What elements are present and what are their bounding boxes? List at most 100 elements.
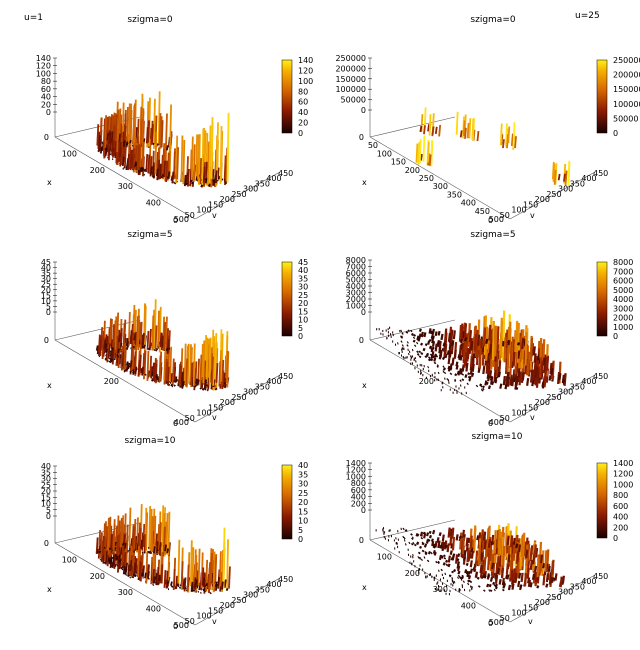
z-tick-label: 600: [351, 486, 366, 495]
surface-spike: [443, 554, 446, 558]
surface-spike: [488, 343, 492, 355]
v-tick-label: 100: [196, 409, 211, 418]
surface-spike: [502, 375, 506, 386]
surface-spike: [472, 353, 476, 361]
surface-spike: [205, 161, 208, 179]
x-tick-label: 0: [44, 539, 49, 548]
surface-spike: [484, 539, 488, 559]
surface-spike: [200, 184, 204, 188]
z-tick-label: 5: [46, 506, 51, 515]
surface-spike: [416, 336, 420, 341]
surface-spike: [499, 383, 503, 389]
surface-spike: [127, 154, 130, 171]
colorbar-tick-label: 30: [298, 480, 308, 489]
surface-spike: [125, 164, 129, 171]
surface-spike: [98, 139, 102, 152]
v-tick-label: 100: [511, 206, 526, 215]
surface-spike: [170, 581, 173, 586]
surface-spike: [540, 360, 544, 376]
surface-spike: [147, 154, 151, 174]
surface-spike: [164, 544, 167, 552]
surface-spike: [438, 354, 442, 360]
x-tick-label: 200: [104, 377, 119, 386]
z-tick-label: 60: [41, 85, 51, 94]
x-tick-label: 500: [489, 215, 504, 224]
surface-spike: [543, 369, 547, 385]
colorbar-tick-label: 150000: [613, 85, 640, 94]
surface-spike: [129, 139, 132, 144]
colorbar-tick-label: 600: [613, 502, 628, 511]
surface-spike: [563, 173, 566, 182]
colorbar-tick-label: 1200: [613, 470, 633, 479]
surface-spike: [484, 380, 488, 386]
x-axis-label: x: [362, 381, 367, 390]
surface-spike: [180, 371, 184, 383]
surface-spike: [467, 575, 472, 580]
surface-spike: [197, 358, 200, 384]
surface-spike: [161, 335, 165, 348]
surface-spike: [100, 141, 104, 145]
v-tick-label: 100: [196, 206, 211, 215]
surface-spike: [464, 336, 468, 342]
surface-spike: [551, 161, 555, 180]
z-tick-label: 25: [41, 481, 51, 490]
surface-spike: [420, 342, 424, 346]
surface-spike: [416, 541, 420, 546]
surface-spike: [489, 589, 493, 593]
surface-spike: [159, 332, 163, 348]
z-tick-label: 15: [41, 493, 51, 502]
surface-spike: [127, 362, 131, 370]
surface-spike: [120, 345, 124, 371]
surface-spike: [424, 550, 427, 554]
surface-spike: [523, 573, 528, 587]
v-tick-label: 350: [570, 179, 585, 188]
surface-spike: [517, 557, 521, 576]
surface-spike: [437, 330, 441, 336]
v-tick-label: 150: [523, 403, 538, 412]
surface-spike: [422, 135, 426, 162]
x-axis-label: x: [47, 381, 52, 390]
surface-spike: [118, 141, 122, 158]
surface-spike: [461, 537, 465, 555]
v-axis-line: [194, 374, 281, 423]
surface-spike: [519, 584, 523, 588]
colorbar: [596, 462, 608, 539]
y-axis-label: v: [530, 211, 535, 220]
surface-spike: [201, 128, 205, 186]
surface-spike: [226, 114, 230, 183]
surface-spike: [95, 345, 99, 351]
surface-spike: [465, 333, 469, 353]
x-tick-label: 100: [62, 555, 77, 564]
surface-spike: [152, 362, 156, 380]
surface-spike: [544, 550, 548, 572]
x-tick-label: 250: [419, 174, 434, 183]
surface-spike: [420, 331, 424, 338]
v-tick-label: 100: [196, 612, 211, 621]
z-tick-label: 7000: [346, 263, 366, 272]
surface-spike: [152, 142, 155, 146]
colorbar-tick-label: 30: [298, 283, 308, 292]
surface-spike: [98, 550, 102, 554]
surface-spike: [100, 532, 103, 559]
colorbar: [281, 464, 293, 540]
surface-spike: [494, 376, 498, 383]
colorbar-tick-label: 3000: [613, 304, 633, 313]
surface-spike: [441, 534, 445, 542]
surface-spike: [202, 577, 206, 586]
surface-spike: [428, 154, 432, 166]
surface-spike: [526, 351, 531, 376]
surface-spike: [409, 329, 413, 333]
surface-spike: [496, 366, 500, 379]
surface-spike: [214, 556, 217, 585]
surface-spike: [116, 353, 119, 357]
v-tick-label: 150: [208, 200, 223, 209]
surface-spike: [422, 347, 426, 352]
surface-spike: [533, 544, 537, 558]
surface-spike: [451, 527, 455, 539]
surface-spike: [466, 573, 470, 577]
colorbar: [596, 261, 608, 337]
surface-spike: [162, 149, 165, 179]
surface-spike: [434, 126, 438, 134]
z-tick-label: 35: [41, 468, 51, 477]
